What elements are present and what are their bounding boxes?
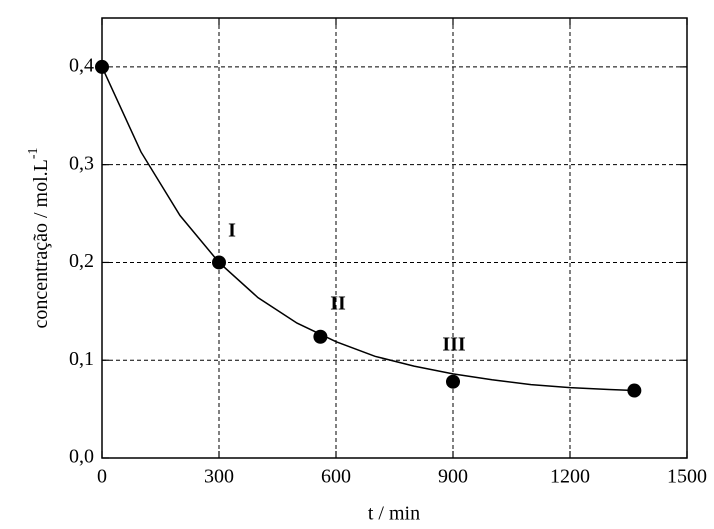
x-tick-label: 1200 bbox=[550, 466, 590, 488]
data-point bbox=[627, 383, 642, 398]
y-tick-label: 0,0 bbox=[69, 446, 94, 468]
x-tick-label: 1500 bbox=[667, 466, 707, 488]
x-tick-label: 300 bbox=[204, 466, 234, 488]
data-point bbox=[446, 374, 460, 389]
data-point bbox=[212, 255, 226, 270]
y-tick-label: 0,2 bbox=[69, 250, 94, 272]
x-tick-label: 900 bbox=[438, 466, 468, 488]
y-axis-label-main: concentração / mol.L bbox=[30, 159, 52, 328]
y-tick-label: 0,4 bbox=[69, 54, 94, 76]
point-annotation: I bbox=[228, 220, 236, 242]
y-tick-label: 0,1 bbox=[69, 348, 94, 370]
data-point bbox=[95, 59, 109, 74]
point-annotation: II bbox=[330, 293, 346, 315]
data-point bbox=[313, 329, 328, 344]
y-axis-label-sup: -1 bbox=[26, 147, 41, 159]
y-tick-label: 0,3 bbox=[69, 152, 94, 174]
y-axis-label: concentração / mol.L-1 bbox=[26, 147, 51, 328]
point-annotation: III bbox=[442, 334, 466, 356]
x-tick-label: 0 bbox=[97, 466, 107, 488]
x-tick-label: 600 bbox=[321, 466, 351, 488]
x-axis-label: t / min bbox=[368, 503, 420, 525]
fit-curve bbox=[101, 66, 635, 392]
plot-frame bbox=[101, 17, 688, 459]
